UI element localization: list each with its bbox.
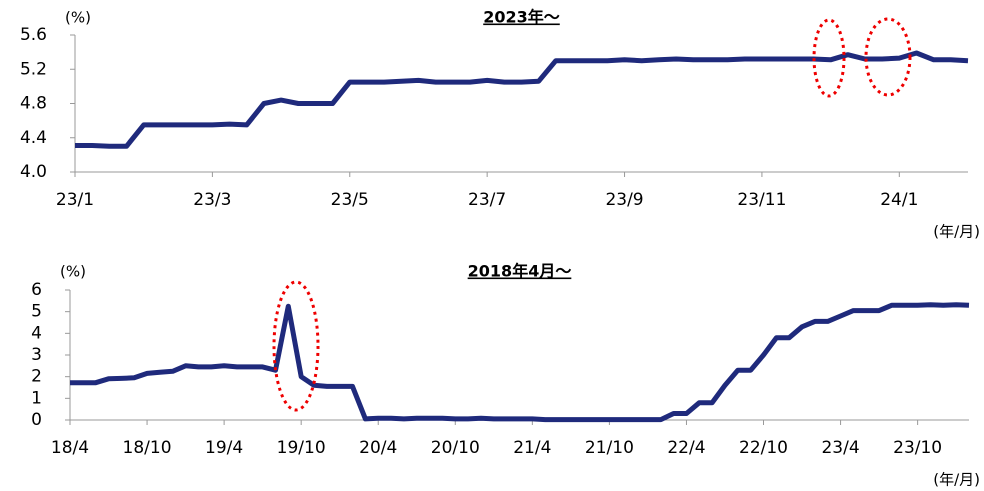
y-unit: (%) bbox=[65, 9, 91, 27]
x-tick-label: 18/10 bbox=[123, 438, 172, 458]
y-tick-label: 5.2 bbox=[20, 59, 47, 79]
x-tick-label: 24/1 bbox=[880, 190, 918, 210]
chart-title: 2018年4月～ bbox=[468, 262, 572, 281]
x-tick-label: 23/10 bbox=[893, 438, 942, 458]
x-tick-label: 21/4 bbox=[513, 438, 551, 458]
y-tick-label: 1 bbox=[31, 388, 42, 408]
x-tick-label: 19/4 bbox=[205, 438, 243, 458]
y-tick-label: 6 bbox=[31, 280, 42, 300]
x-tick-label: 22/10 bbox=[739, 438, 788, 458]
x-tick-label: 23/3 bbox=[193, 190, 231, 210]
series-line bbox=[70, 302, 970, 423]
x-unit: (年/月) bbox=[933, 471, 980, 489]
y-tick-label: 3 bbox=[31, 345, 42, 365]
highlight bbox=[812, 18, 846, 98]
y-tick-label: 4.0 bbox=[20, 162, 47, 182]
x-tick-label: 20/4 bbox=[359, 438, 397, 458]
y-tick-label: 4 bbox=[31, 323, 42, 343]
y-tick-label: 5 bbox=[31, 302, 42, 322]
x-tick-label: 23/1 bbox=[56, 190, 94, 210]
highlight bbox=[864, 17, 912, 97]
chart-title: 2023年～ bbox=[483, 8, 560, 27]
x-unit: (年/月) bbox=[933, 223, 980, 241]
y-unit: (%) bbox=[60, 263, 86, 281]
y-tick-label: 4.4 bbox=[20, 128, 47, 148]
x-tick-label: 23/5 bbox=[331, 190, 369, 210]
x-tick-label: 21/10 bbox=[585, 438, 634, 458]
series-line bbox=[75, 50, 969, 149]
x-tick-label: 23/7 bbox=[468, 190, 506, 210]
x-tick-label: 23/9 bbox=[605, 190, 643, 210]
x-tick-label: 23/4 bbox=[821, 438, 859, 458]
highlight bbox=[272, 280, 320, 412]
x-tick-label: 19/10 bbox=[277, 438, 326, 458]
x-tick-label: 20/10 bbox=[431, 438, 480, 458]
x-tick-label: 23/11 bbox=[737, 190, 786, 210]
x-tick-label: 18/4 bbox=[51, 438, 89, 458]
x-tick-label: 22/4 bbox=[667, 438, 705, 458]
y-tick-label: 4.8 bbox=[20, 94, 47, 114]
y-tick-label: 5.6 bbox=[20, 25, 47, 45]
y-tick-label: 0 bbox=[31, 410, 42, 430]
y-tick-label: 2 bbox=[31, 367, 42, 387]
